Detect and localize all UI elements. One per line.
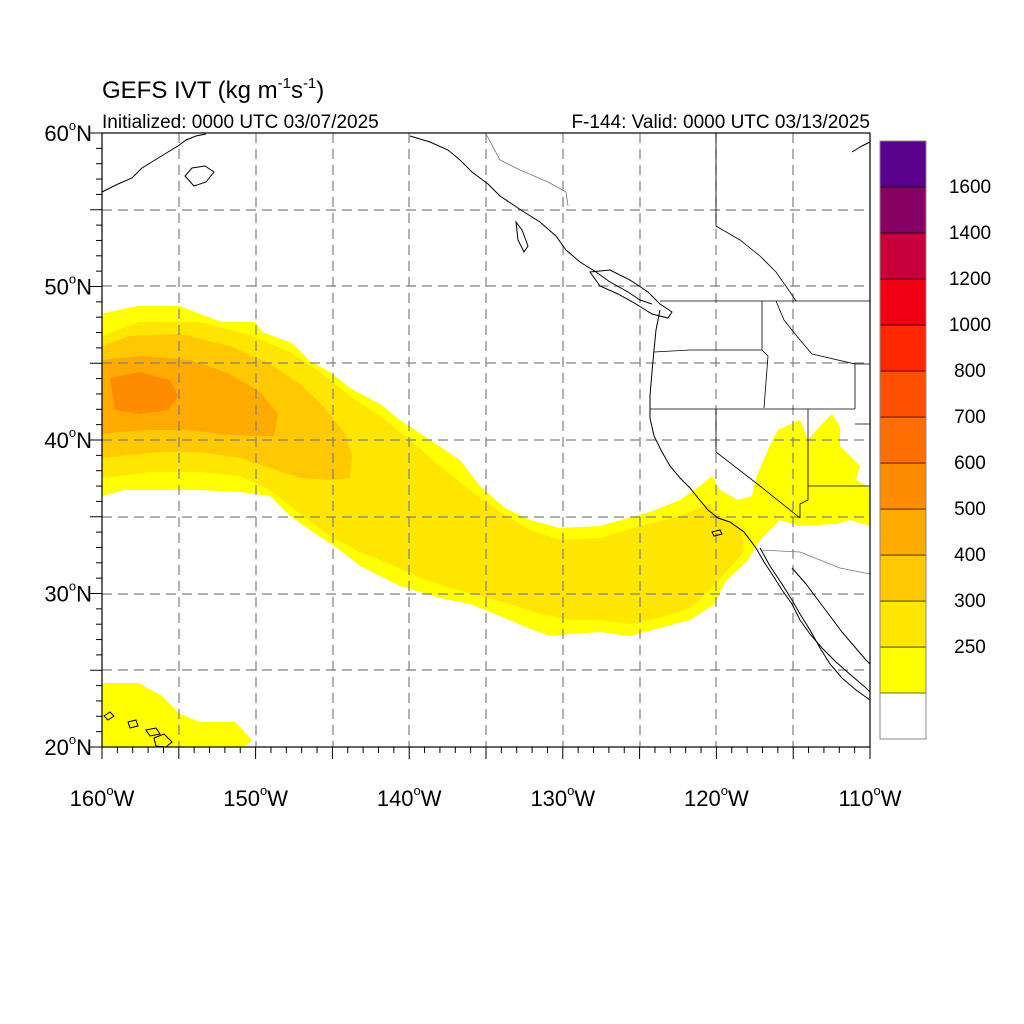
coast-mexico-mainland [791,567,871,665]
colorbar-bin [880,693,926,739]
coast-alaska-peninsula [101,133,207,193]
colorbar-bin [879,646,927,694]
coast-baja [759,547,871,701]
map-gridlines [102,133,870,747]
border-alberta-bc [715,133,797,302]
border-alaska-canada [485,133,569,207]
valid-time-label: F-144: Valid: 0000 UTC 03/13/2025 [571,112,870,133]
state-borders [485,133,871,575]
colorbar-label: 250 [954,637,986,658]
lat-tick-label: 30oN [44,579,92,607]
colorbar-label: 400 [954,545,986,566]
init-time-label: Initialized: 0000 UTC 03/07/2025 [102,112,379,133]
lat-tick-label: 60oN [44,118,92,146]
coast-hawaii-maui [145,727,161,737]
axis-ticks [90,132,871,759]
lat-tick-label: 40oN [44,425,92,453]
colorbar-bin [879,508,927,556]
lat-tick-label: 50oN [44,272,92,300]
border-wy [855,363,870,425]
colorbar-bin [879,324,927,372]
lon-tick-label: 150oW [223,783,288,811]
ivt-contour-600 [110,372,178,414]
lon-tick-label: 160oW [70,783,135,811]
longitude-labels: 160oW 150oW 140oW 130oW 120oW 110oW [70,783,902,811]
lon-tick-label: 110oW [838,783,901,811]
lon-tick-label: 120oW [684,783,749,811]
border-nv-ut [799,409,809,518]
coast-alaska-panhandle [409,135,653,305]
colorbar-bin [879,232,927,280]
colorbar-bin [879,416,927,464]
coast-hudson-bay-area [851,141,871,153]
coast-hawaii-kauai [103,711,115,721]
colorbar-label: 700 [954,407,986,428]
map-title: GEFS IVT (kg m-1s-1) [102,75,324,104]
coast-vancouver-island [589,269,673,319]
coast-haida-gwaii [515,220,529,253]
lon-tick-label: 140oW [377,783,442,811]
colorbar-label: 1000 [949,315,991,336]
colorbar-label: 1200 [949,269,991,290]
map-plot-area [90,132,871,759]
colorbar-bin [879,462,927,510]
border-ca-nv [715,409,801,519]
colorbar-bin [879,186,927,234]
colorbar-label: 500 [954,499,986,520]
latitude-labels: 60oN 50oN 40oN 30oN 20oN [44,118,92,760]
colorbar-bin [879,600,927,648]
ivt-contour-250-hawaii [102,683,252,747]
coastlines [101,133,871,748]
colorbar-label: 1400 [949,223,991,244]
border-wa-or [653,349,762,353]
ivt-shading [102,306,870,747]
colorbar-label: 300 [954,591,986,612]
colorbar-bin [879,140,927,188]
coast-hawaii-big-island [153,733,173,748]
ivt-colorbar: 250 300 400 500 600 700 800 1000 1200 1400 1600 [879,140,991,740]
colorbar-label: 600 [954,453,986,474]
colorbar-label: 800 [954,361,986,382]
lat-tick-label: 20oN [44,732,92,760]
border-us-mexico [759,549,871,575]
coast-hawaii-oahu [127,719,139,729]
coast-kodiak [184,165,215,187]
colorbar-label: 1600 [949,177,991,198]
border-idaho-west [761,301,769,409]
colorbar-bin [879,278,927,326]
colorbar-frame [879,140,927,740]
lon-tick-label: 130oW [530,783,595,811]
coast-channel-islands [711,529,723,537]
colorbar-bin [879,554,927,602]
colorbar-bin [879,370,927,418]
border-mt-id [775,300,856,409]
